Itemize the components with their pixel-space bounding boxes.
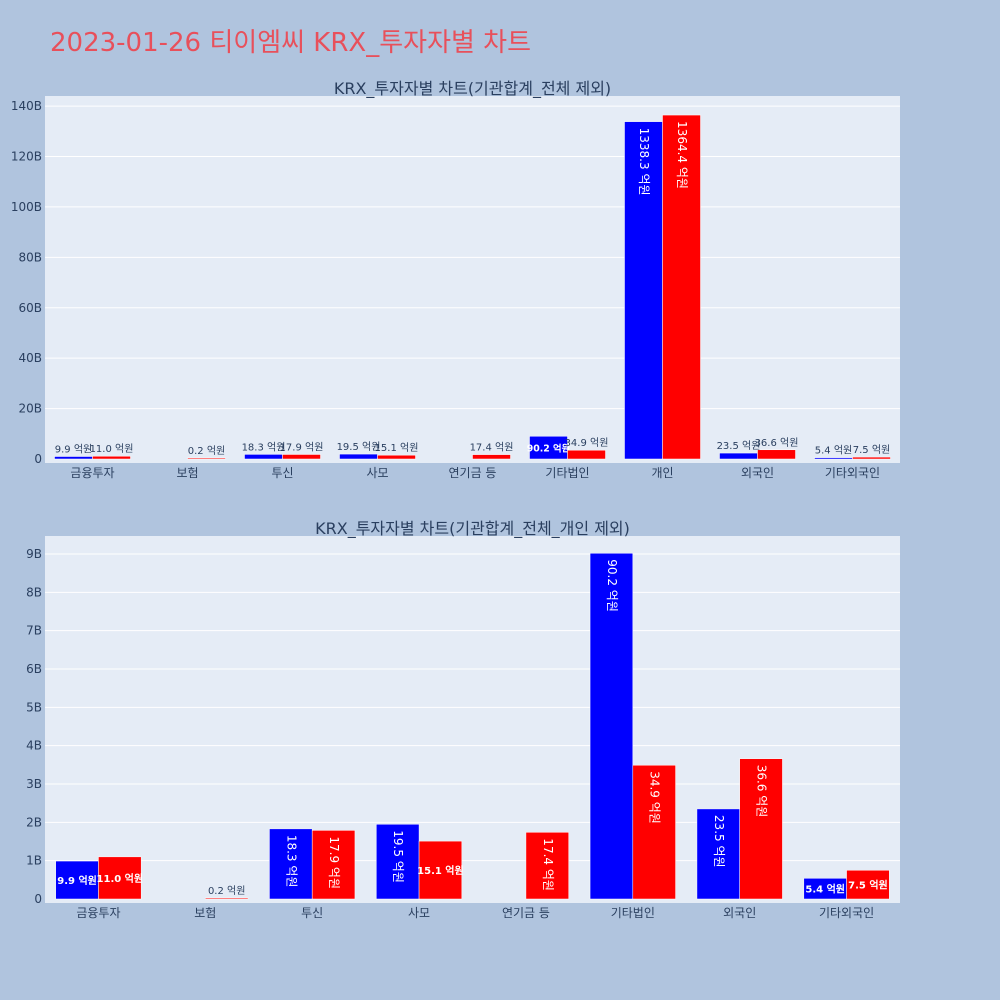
- bar: [757, 449, 796, 460]
- bar-value-label: 1364.4 억원: [675, 121, 689, 189]
- x-tick-label: 연기금 등: [502, 906, 550, 920]
- page-title: 2023-01-26 티이엠씨 KRX_투자자별 차트: [50, 28, 532, 58]
- bar: [632, 764, 676, 900]
- bar-value-label: 90.2 억원: [527, 443, 571, 455]
- bar-value-label: 9.9 억원: [55, 444, 92, 456]
- y-tick-label: 120B: [11, 150, 42, 164]
- bar: [814, 457, 853, 460]
- x-tick-label: 기타법인: [611, 906, 655, 920]
- bar-value-label: 17.4 억원: [541, 838, 555, 891]
- bar: [567, 449, 606, 460]
- bar: [377, 454, 416, 460]
- bar-value-label: 15.1 억원: [417, 864, 464, 877]
- bar-value-label: 18.3 억원: [284, 835, 298, 888]
- bar: [311, 830, 356, 900]
- x-tick-label: 개인: [651, 466, 673, 480]
- bar: [846, 870, 890, 900]
- x-tick-label: 외국인: [723, 906, 756, 920]
- bar: [662, 114, 701, 460]
- bar-value-label: 17.9 억원: [280, 441, 324, 453]
- bar-value-label: 11.0 억원: [90, 443, 134, 455]
- bar: [269, 828, 313, 900]
- x-tick-label: 기타법인: [545, 466, 589, 480]
- x-tick-label: 기타외국인: [825, 466, 880, 480]
- bar: [472, 454, 511, 460]
- y-tick-label: 80B: [18, 250, 42, 264]
- y-tick-label: 8B: [26, 585, 42, 599]
- y-tick-label: 4B: [26, 739, 42, 753]
- bar: [719, 452, 758, 460]
- x-tick-label: 금융투자: [70, 466, 114, 480]
- x-tick-label: 연기금 등: [449, 466, 497, 480]
- x-tick-label: 금융투자: [76, 906, 120, 920]
- bar: [244, 454, 283, 460]
- y-tick-label: 5B: [26, 700, 42, 714]
- y-tick-label: 7B: [26, 624, 42, 638]
- x-tick-label: 기타외국인: [819, 906, 874, 920]
- bar: [852, 456, 891, 460]
- x-tick-label: 투신: [271, 466, 293, 480]
- bar: [187, 457, 226, 460]
- bar: [92, 455, 131, 460]
- bar-value-label: 1338.3 억원: [637, 128, 651, 196]
- bar-value-label: 17.4 억원: [470, 442, 514, 454]
- x-tick-label: 사모: [408, 906, 430, 920]
- bar: [525, 832, 569, 900]
- bar: [55, 860, 99, 900]
- bar-value-label: 9.9 억원: [57, 874, 97, 887]
- y-tick-label: 0: [34, 452, 42, 466]
- bar-value-label: 19.5 억원: [337, 441, 381, 453]
- x-tick-label: 보험: [176, 466, 198, 480]
- x-tick-label: 보험: [194, 906, 216, 920]
- y-tick-label: 60B: [18, 301, 42, 315]
- bar: [205, 897, 249, 900]
- bar: [624, 121, 663, 460]
- bar: [696, 808, 740, 900]
- chart-title: KRX_투자자별 차트(기관합계_전체_개인 제외): [315, 519, 630, 539]
- bar: [529, 436, 568, 460]
- bar: [589, 552, 634, 900]
- bar-value-label: 5.4 억원: [805, 883, 845, 896]
- chart-title: KRX_투자자별 차트(기관합계_전체 제외): [334, 79, 611, 99]
- bar-value-label: 19.5 억원: [391, 830, 405, 883]
- y-tick-label: 3B: [26, 777, 42, 791]
- y-tick-label: 9B: [26, 547, 42, 561]
- bar-value-label: 0.2 억원: [188, 445, 225, 457]
- plot-background: [45, 96, 900, 463]
- y-tick-label: 40B: [18, 351, 42, 365]
- bar-value-label: 7.5 억원: [848, 879, 888, 892]
- bar-value-label: 36.6 억원: [755, 437, 799, 449]
- y-tick-label: 100B: [11, 200, 42, 214]
- bar: [98, 856, 142, 900]
- y-tick-label: 20B: [18, 402, 42, 416]
- bar: [339, 453, 378, 460]
- bar-value-label: 15.1 억원: [375, 442, 419, 454]
- bar-value-label: 7.5 억원: [853, 444, 890, 456]
- y-tick-label: 2B: [26, 815, 42, 829]
- bar: [54, 456, 93, 460]
- y-tick-label: 6B: [26, 662, 42, 676]
- y-tick-label: 140B: [11, 99, 42, 113]
- x-tick-label: 외국인: [741, 466, 774, 480]
- bar: [418, 840, 463, 900]
- bar-value-label: 17.9 억원: [327, 836, 341, 889]
- bar: [739, 758, 783, 900]
- bar-value-label: 0.2 억원: [208, 885, 245, 897]
- bar-value-label: 34.9 억원: [565, 437, 609, 449]
- y-tick-label: 0: [34, 892, 42, 906]
- bar-value-label: 90.2 억원: [605, 559, 619, 612]
- x-tick-label: 투신: [301, 906, 323, 920]
- bar-value-label: 11.0 억원: [97, 872, 144, 885]
- bar-value-label: 23.5 억원: [717, 440, 761, 452]
- bar: [282, 454, 321, 460]
- bar-value-label: 36.6 억원: [755, 765, 769, 818]
- bar: [376, 824, 420, 900]
- bar-value-label: 5.4 억원: [815, 445, 852, 457]
- bar-value-label: 18.3 억원: [242, 441, 286, 453]
- bar-value-label: 34.9 억원: [648, 771, 662, 824]
- bar-value-label: 23.5 억원: [712, 815, 726, 868]
- x-tick-label: 사모: [366, 466, 388, 480]
- y-tick-label: 1B: [26, 854, 42, 868]
